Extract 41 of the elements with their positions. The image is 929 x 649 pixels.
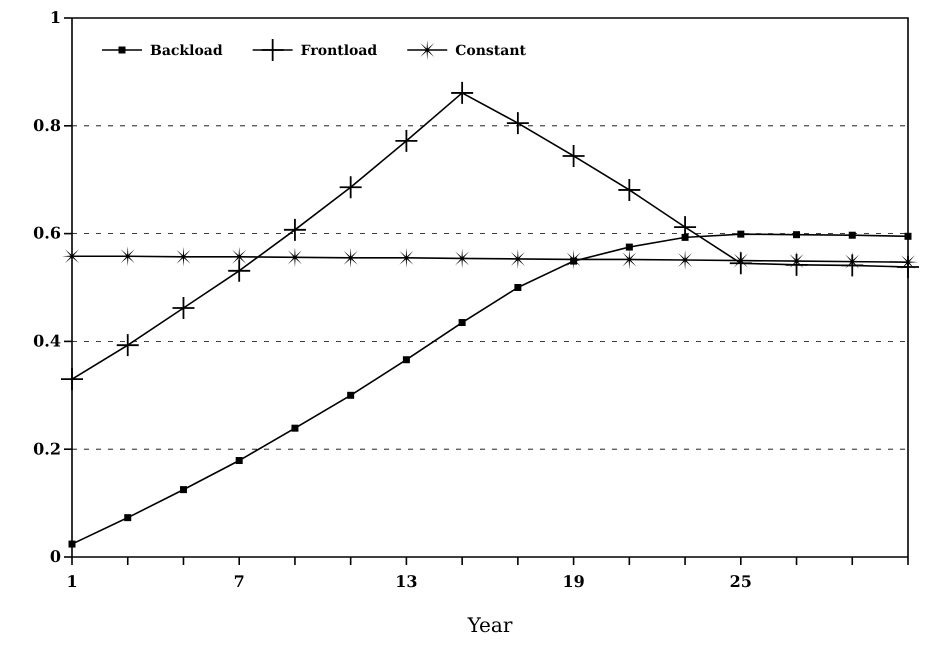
y-tick-label: 0.8 (33, 116, 61, 135)
y-tick-label: 1 (50, 8, 61, 28)
point (904, 232, 912, 240)
point (172, 296, 194, 319)
point (291, 424, 298, 432)
point (284, 218, 306, 241)
x-tick-label: 19 (562, 572, 585, 592)
y-tick-label: 0.6 (33, 224, 61, 243)
point (236, 457, 243, 464)
legend-label: Frontload (300, 42, 378, 59)
point (841, 254, 864, 276)
point (506, 112, 529, 134)
point (786, 254, 808, 276)
point (514, 284, 522, 291)
point (458, 319, 466, 326)
point (395, 130, 418, 152)
point (897, 256, 919, 278)
legend-label: Backload (150, 42, 223, 59)
point (402, 356, 410, 364)
point (793, 231, 800, 238)
x-axis-title: Year (466, 613, 513, 637)
point (682, 234, 689, 241)
y-tick-label: 0 (50, 547, 61, 566)
point (451, 82, 474, 104)
point (848, 232, 856, 239)
point (68, 540, 76, 548)
x-tick-label: 7 (234, 572, 245, 592)
x-tick-label: 25 (730, 572, 752, 592)
point (180, 486, 187, 494)
point (347, 392, 354, 399)
y-tick-label: 0.4 (33, 332, 61, 351)
x-tick-label: 1 (66, 572, 78, 592)
point (626, 244, 633, 251)
point (562, 144, 585, 167)
y-tick-label: 0.2 (33, 439, 61, 458)
x-tick-label: 13 (395, 572, 418, 592)
point (618, 178, 640, 201)
point (124, 514, 132, 522)
point (61, 368, 83, 390)
point (737, 230, 744, 238)
legend-label: Constant (455, 42, 526, 59)
